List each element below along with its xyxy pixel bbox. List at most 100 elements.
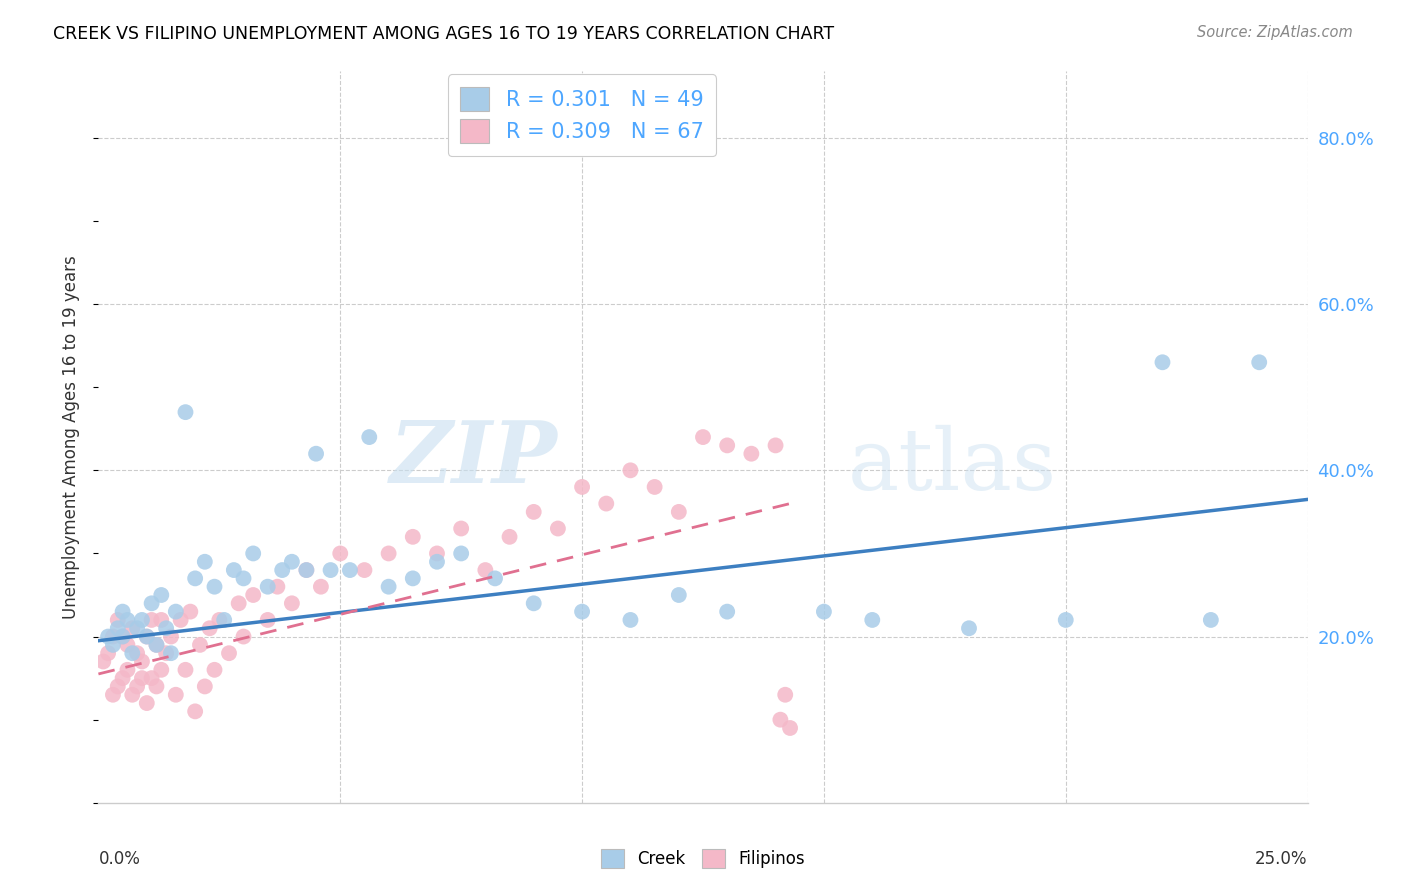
- Point: [571, 480, 593, 494]
- Point: [281, 596, 304, 610]
- Legend: R = 0.301   N = 49, R = 0.309   N = 67: R = 0.301 N = 49, R = 0.309 N = 67: [447, 74, 717, 156]
- Point: [121, 646, 143, 660]
- Point: [141, 613, 163, 627]
- Point: [208, 613, 231, 627]
- Point: [295, 563, 318, 577]
- Point: [232, 571, 254, 585]
- Point: [174, 663, 197, 677]
- Point: [204, 663, 226, 677]
- Point: [228, 596, 250, 610]
- Point: [135, 696, 157, 710]
- Point: [309, 580, 332, 594]
- Point: [359, 430, 381, 444]
- Point: [97, 646, 120, 660]
- Text: Source: ZipAtlas.com: Source: ZipAtlas.com: [1197, 25, 1353, 40]
- Point: [97, 630, 120, 644]
- Point: [377, 580, 399, 594]
- Text: CREEK VS FILIPINO UNEMPLOYMENT AMONG AGES 16 TO 19 YEARS CORRELATION CHART: CREEK VS FILIPINO UNEMPLOYMENT AMONG AGE…: [53, 25, 835, 43]
- Point: [155, 646, 177, 660]
- Point: [169, 613, 191, 627]
- Point: [194, 680, 217, 694]
- Point: [111, 630, 134, 644]
- Point: [111, 671, 134, 685]
- Point: [160, 646, 183, 660]
- Point: [232, 630, 254, 644]
- Point: [150, 613, 173, 627]
- Point: [716, 438, 738, 452]
- Point: [779, 721, 801, 735]
- Point: [127, 646, 149, 660]
- Y-axis label: Unemployment Among Ages 16 to 19 years: Unemployment Among Ages 16 to 19 years: [62, 255, 80, 619]
- Point: [179, 605, 201, 619]
- Point: [377, 546, 399, 560]
- Point: [402, 530, 425, 544]
- Point: [212, 613, 235, 627]
- Point: [740, 447, 762, 461]
- Point: [198, 621, 221, 635]
- Point: [135, 630, 157, 644]
- Point: [117, 638, 139, 652]
- Point: [242, 588, 264, 602]
- Point: [107, 613, 129, 627]
- Point: [184, 705, 207, 719]
- Point: [619, 463, 641, 477]
- Point: [319, 563, 342, 577]
- Point: [188, 638, 211, 652]
- Point: [141, 671, 163, 685]
- Point: [474, 563, 496, 577]
- Point: [1152, 355, 1174, 369]
- Point: [155, 621, 177, 635]
- Point: [668, 588, 690, 602]
- Point: [165, 605, 187, 619]
- Point: [194, 555, 217, 569]
- Point: [131, 671, 153, 685]
- Point: [813, 605, 835, 619]
- Point: [242, 546, 264, 560]
- Point: [716, 605, 738, 619]
- Point: [222, 563, 245, 577]
- Point: [266, 580, 288, 594]
- Point: [773, 688, 796, 702]
- Point: [571, 605, 593, 619]
- Point: [165, 688, 187, 702]
- Point: [692, 430, 714, 444]
- Point: [127, 680, 149, 694]
- Point: [769, 713, 792, 727]
- Point: [547, 521, 569, 535]
- Point: [101, 638, 124, 652]
- Point: [150, 588, 173, 602]
- Point: [595, 497, 617, 511]
- Text: 25.0%: 25.0%: [1256, 850, 1308, 868]
- Point: [160, 630, 183, 644]
- Point: [107, 680, 129, 694]
- Point: [329, 546, 352, 560]
- Point: [1199, 613, 1222, 627]
- Point: [860, 613, 883, 627]
- Point: [121, 688, 143, 702]
- Point: [644, 480, 666, 494]
- Point: [295, 563, 318, 577]
- Point: [131, 613, 153, 627]
- Point: [305, 447, 328, 461]
- Point: [101, 630, 124, 644]
- Point: [668, 505, 690, 519]
- Point: [145, 638, 167, 652]
- Point: [256, 580, 278, 594]
- Point: [426, 555, 449, 569]
- Point: [141, 596, 163, 610]
- Point: [484, 571, 506, 585]
- Point: [131, 655, 153, 669]
- Point: [150, 663, 173, 677]
- Point: [619, 613, 641, 627]
- Point: [91, 655, 114, 669]
- Point: [281, 555, 304, 569]
- Point: [111, 605, 134, 619]
- Point: [402, 571, 425, 585]
- Point: [957, 621, 980, 635]
- Point: [121, 621, 143, 635]
- Point: [204, 580, 226, 594]
- Legend: Creek, Filipinos: Creek, Filipinos: [593, 842, 813, 875]
- Point: [523, 596, 546, 610]
- Point: [1054, 613, 1077, 627]
- Point: [101, 688, 124, 702]
